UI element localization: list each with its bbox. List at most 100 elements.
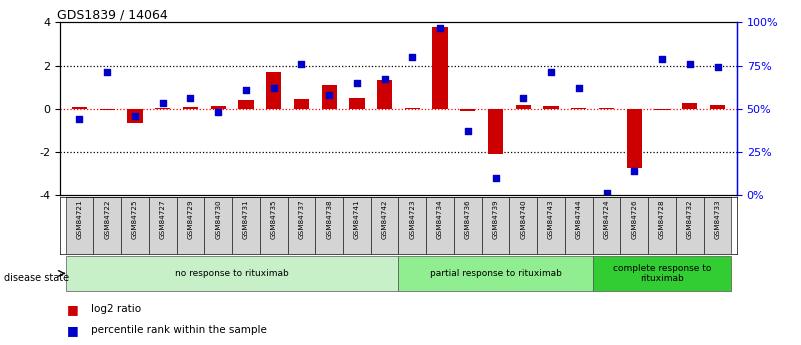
Text: GSM84734: GSM84734 [437,199,443,239]
Text: GSM84742: GSM84742 [381,199,388,239]
Bar [99,109,115,110]
Point [545,70,557,75]
FancyBboxPatch shape [454,197,481,254]
Text: GSM84721: GSM84721 [76,199,83,239]
Point [351,80,364,86]
Point [184,96,197,101]
Text: percentile rank within the sample: percentile rank within the sample [91,325,267,335]
Text: GSM84724: GSM84724 [603,199,610,239]
FancyBboxPatch shape [565,197,593,254]
Bar [543,106,558,109]
Point [73,116,86,122]
Bar [183,107,198,109]
FancyBboxPatch shape [593,256,731,291]
Bar [654,109,670,110]
Bar [155,108,171,109]
Point [655,56,668,61]
Text: GSM84727: GSM84727 [159,199,166,239]
FancyBboxPatch shape [621,197,648,254]
FancyBboxPatch shape [703,197,731,254]
Point [129,113,142,118]
Point [239,87,252,92]
Text: GSM84743: GSM84743 [548,199,554,239]
FancyBboxPatch shape [399,256,593,291]
Bar [710,105,725,109]
FancyBboxPatch shape [288,197,316,254]
Text: GSM84729: GSM84729 [187,199,194,239]
Point [517,96,529,101]
FancyBboxPatch shape [94,197,121,254]
Text: log2 ratio: log2 ratio [91,304,141,314]
Text: disease state: disease state [4,273,69,283]
Text: GSM84722: GSM84722 [104,199,111,239]
Text: no response to rituximab: no response to rituximab [175,269,289,278]
Text: GSM84741: GSM84741 [354,199,360,239]
Text: GSM84740: GSM84740 [521,199,526,239]
Bar [349,98,364,109]
Point [489,175,502,180]
Text: ■: ■ [66,324,78,337]
Bar [682,102,698,109]
Point [295,61,308,67]
Bar [321,85,336,109]
Text: GSM84739: GSM84739 [493,199,498,239]
Text: GSM84744: GSM84744 [576,199,582,239]
Bar [599,108,614,109]
Bar [405,108,420,109]
FancyBboxPatch shape [204,197,232,254]
Point [378,77,391,82]
Bar [72,107,87,109]
Point [573,85,586,91]
FancyBboxPatch shape [509,197,537,254]
Bar [571,108,586,109]
Text: ■: ■ [66,303,78,316]
Text: GSM84736: GSM84736 [465,199,471,239]
Point [323,92,336,98]
Bar [211,106,226,109]
FancyBboxPatch shape [66,256,399,291]
FancyBboxPatch shape [426,197,454,254]
Text: GSM84735: GSM84735 [271,199,276,239]
FancyBboxPatch shape [676,197,703,254]
Bar [294,99,309,109]
Point [101,70,114,75]
Text: GSM84723: GSM84723 [409,199,416,239]
Text: GSM84725: GSM84725 [132,199,138,239]
Bar [488,109,503,154]
Text: GDS1839 / 14064: GDS1839 / 14064 [57,8,167,21]
Point [406,54,419,60]
FancyBboxPatch shape [593,197,621,254]
FancyBboxPatch shape [121,197,149,254]
Point [433,25,446,30]
Point [628,168,641,174]
FancyBboxPatch shape [316,197,343,254]
Point [683,61,696,67]
Point [461,128,474,134]
Text: GSM84728: GSM84728 [659,199,665,239]
Bar [266,72,281,109]
FancyBboxPatch shape [260,197,288,254]
FancyBboxPatch shape [481,197,509,254]
FancyBboxPatch shape [343,197,371,254]
Text: GSM84730: GSM84730 [215,199,221,239]
Point [711,65,724,70]
Bar [127,109,143,123]
Text: GSM84731: GSM84731 [243,199,249,239]
Bar [516,105,531,109]
Text: GSM84737: GSM84737 [299,199,304,239]
Point [211,109,224,115]
FancyBboxPatch shape [371,197,399,254]
FancyBboxPatch shape [537,197,565,254]
Text: partial response to rituximab: partial response to rituximab [429,269,562,278]
Point [156,101,169,106]
Point [268,85,280,91]
FancyBboxPatch shape [399,197,426,254]
Text: GSM84733: GSM84733 [714,199,721,239]
Text: GSM84738: GSM84738 [326,199,332,239]
FancyBboxPatch shape [149,197,176,254]
Bar [377,80,392,109]
FancyBboxPatch shape [648,197,676,254]
FancyBboxPatch shape [66,197,94,254]
Bar [626,109,642,168]
Text: complete response to
rituximab: complete response to rituximab [613,264,711,283]
